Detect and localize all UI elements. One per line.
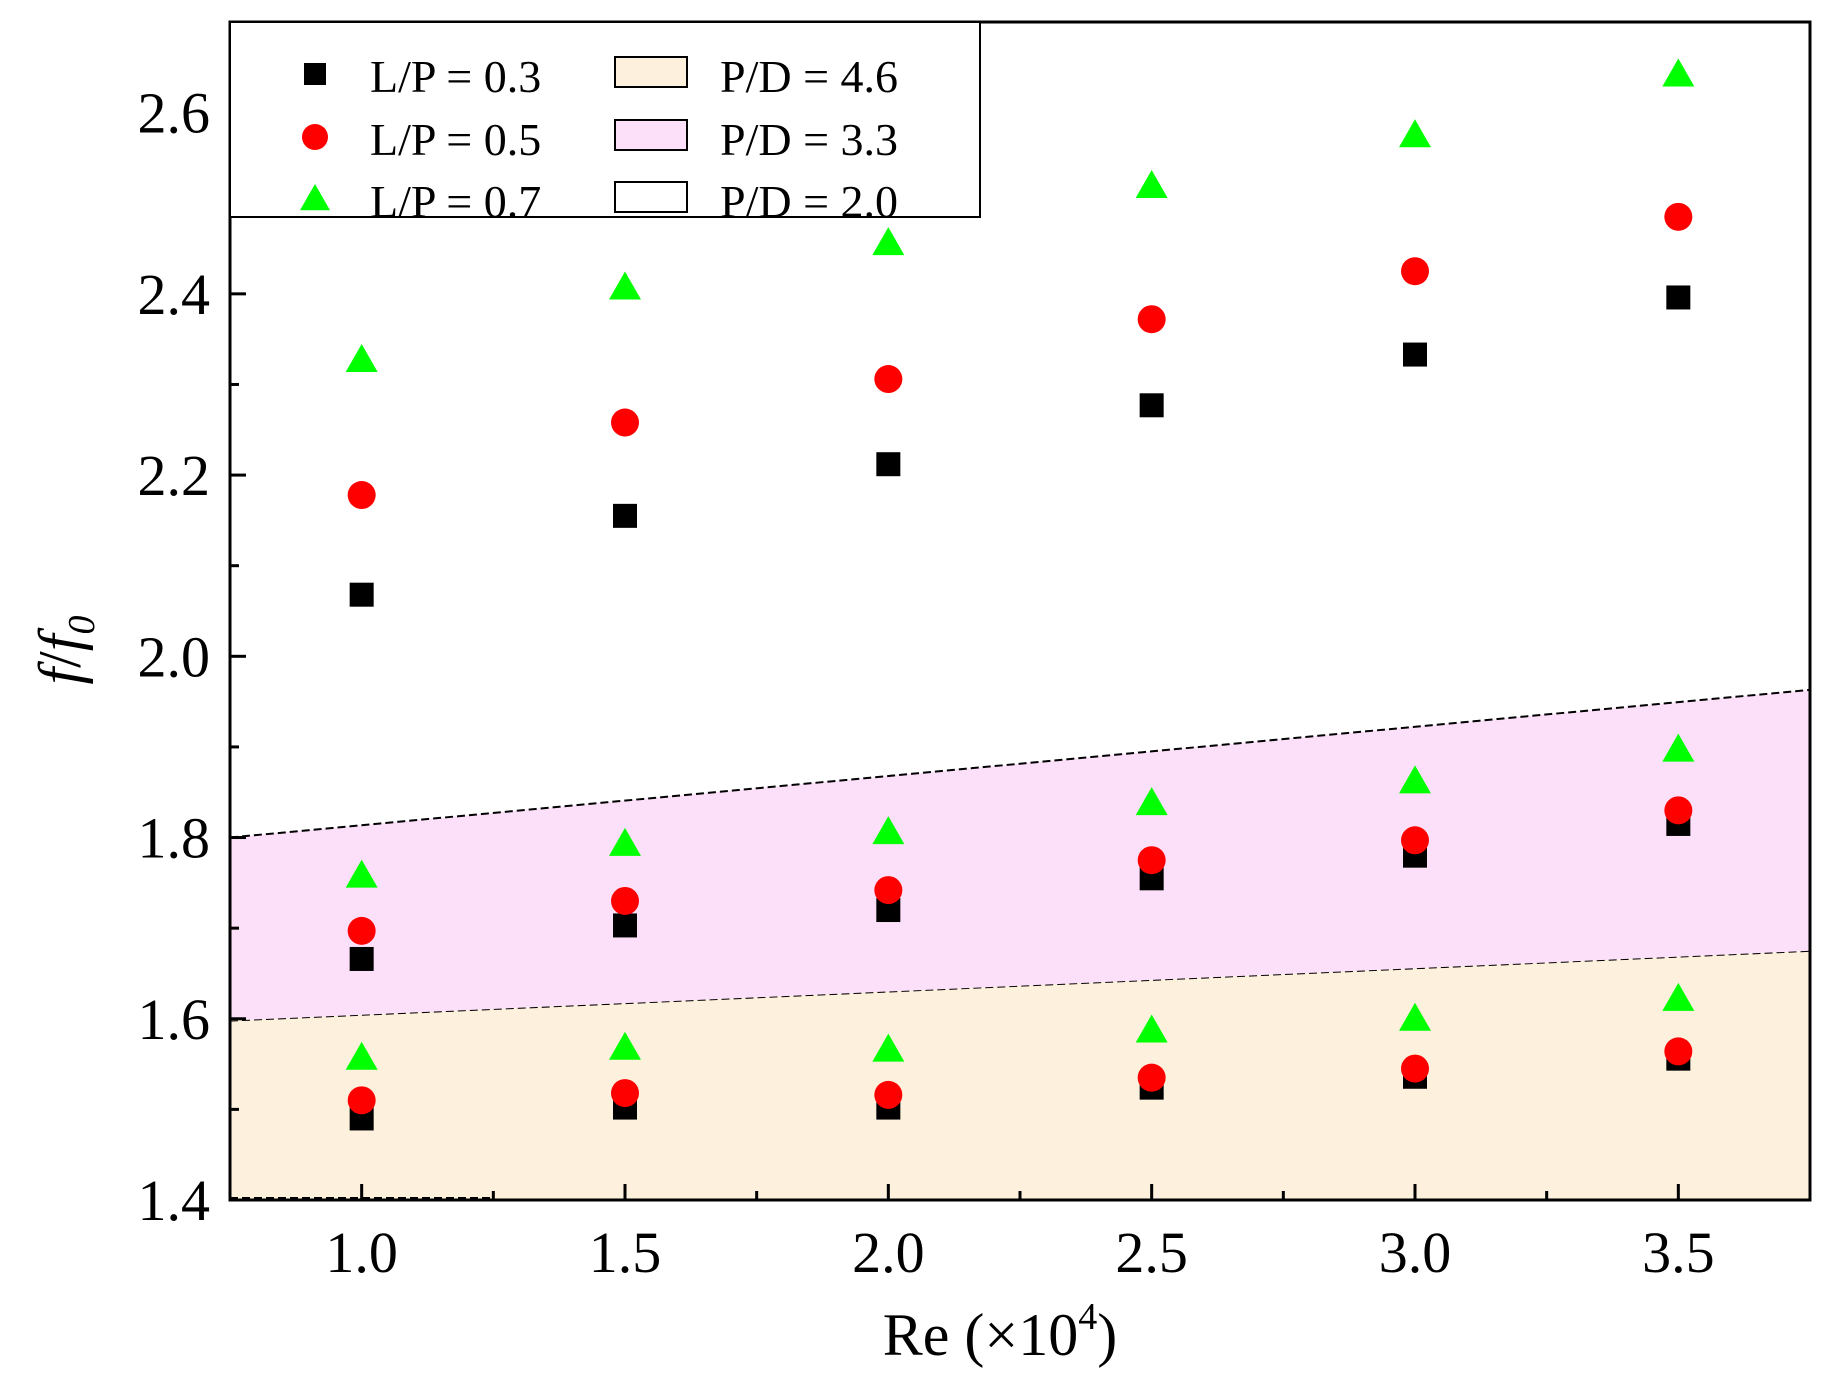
- data-point: [1401, 1054, 1429, 1083]
- data-point: [349, 946, 374, 971]
- data-point: [872, 1033, 905, 1062]
- data-point: [611, 408, 639, 437]
- data-point: [609, 827, 641, 856]
- y-axis-title-subscript: 0: [61, 615, 103, 634]
- x-tick-label: 2.0: [852, 1220, 925, 1285]
- legend-label: L/P = 0.7: [370, 176, 541, 227]
- series-05-pd-20: [347, 202, 1693, 510]
- data-point: [874, 1080, 903, 1109]
- legend-patch: [614, 181, 688, 213]
- series-03-pd-20: [349, 285, 1691, 607]
- data-point: [874, 876, 903, 905]
- data-point: [1666, 285, 1691, 310]
- x-tick-label: 1.5: [589, 1220, 662, 1285]
- x-tick-label: 3.5: [1642, 1220, 1715, 1285]
- data-point: [1662, 982, 1695, 1011]
- data-point: [1401, 826, 1429, 855]
- data-point: [613, 503, 637, 528]
- y-tick-label: 1.4: [138, 1168, 211, 1233]
- x-axis-title-close: ): [1097, 1302, 1117, 1368]
- data-point: [1135, 1014, 1168, 1043]
- y-tick-label: 1.6: [138, 987, 211, 1052]
- y-tick-label: 2.0: [138, 624, 211, 689]
- x-tick-label: 1.0: [325, 1220, 398, 1285]
- series-03-pd-33: [349, 811, 1691, 971]
- legend-box: [229, 21, 981, 218]
- data-point: [1401, 257, 1429, 286]
- x-tick-label: 2.5: [1115, 1220, 1188, 1285]
- points-layer: [345, 58, 1695, 1131]
- data-point: [1399, 119, 1431, 148]
- legend-marker-triangle: [300, 184, 330, 211]
- legend-patch: [614, 119, 688, 151]
- x-tick-label: 3.0: [1379, 1220, 1452, 1285]
- legend-marker-square: [304, 63, 326, 85]
- y-tick-label: 2.4: [138, 262, 211, 327]
- data-point: [1664, 796, 1693, 825]
- series-07-pd-20: [345, 58, 1695, 372]
- data-point: [1135, 170, 1168, 199]
- legend-label: P/D = 4.6: [720, 51, 898, 102]
- data-point: [1664, 1037, 1693, 1066]
- data-point: [611, 1079, 639, 1108]
- data-point: [611, 886, 639, 915]
- data-point: [876, 452, 901, 477]
- data-point: [1137, 1063, 1166, 1092]
- data-point: [1399, 765, 1431, 794]
- series-05-pd-46: [347, 1037, 1693, 1115]
- y-tick-label: 2.2: [138, 443, 211, 508]
- data-point: [1135, 787, 1168, 816]
- data-point: [872, 816, 905, 845]
- axes-layer: 1.0 1.5 2.0 2.5 3.0 3.5 1.4 1.6 1.8 2.0 2.2 2.4 2.6: [138, 20, 1812, 1285]
- data-point: [1139, 393, 1164, 418]
- data-point: [609, 271, 641, 300]
- data-point: [872, 227, 905, 256]
- data-point: [347, 916, 376, 945]
- data-point: [609, 1031, 641, 1060]
- legend-label: L/P = 0.5: [370, 114, 541, 165]
- data-point: [1662, 733, 1695, 762]
- data-point: [345, 859, 378, 888]
- data-point: [349, 582, 374, 607]
- data-point: [1137, 305, 1166, 334]
- data-point: [347, 481, 376, 510]
- legend-label: P/D = 2.0: [720, 176, 898, 227]
- legend-marker-circle: [302, 124, 328, 150]
- legend-label: L/P = 0.3: [370, 51, 541, 102]
- x-axis-title-main: Re (×10: [883, 1302, 1078, 1368]
- y-axis-title-slash: /: [27, 651, 93, 668]
- series-05-pd-33: [347, 796, 1693, 945]
- axis-titles: Re (×104) f/f0: [27, 615, 1117, 1368]
- data-point: [1137, 846, 1166, 875]
- data-point: [1664, 202, 1693, 231]
- legend-patch: [614, 56, 688, 88]
- y-tick-label: 1.8: [138, 806, 211, 871]
- data-point: [1662, 58, 1695, 87]
- series-07-pd-46: [345, 982, 1695, 1070]
- legend: L/P = 0.3 L/P = 0.5 L/P = 0.7 P/D = 4.6 P/D …: [229, 21, 981, 227]
- x-axis-title-superscript: 4: [1078, 1296, 1097, 1338]
- legend-label: P/D = 3.3: [720, 114, 898, 165]
- data-point: [1399, 1002, 1431, 1031]
- series-07-pd-33: [345, 733, 1695, 888]
- data-point: [345, 343, 378, 372]
- data-point: [345, 1041, 378, 1070]
- data-point: [613, 913, 637, 938]
- x-axis-title: Re (×104): [883, 1296, 1117, 1368]
- y-tick-label: 2.6: [138, 81, 211, 146]
- data-point: [1403, 342, 1427, 367]
- data-point: [347, 1086, 376, 1115]
- data-point: [874, 365, 903, 394]
- band-boundary-pd-33: [229, 688, 1811, 839]
